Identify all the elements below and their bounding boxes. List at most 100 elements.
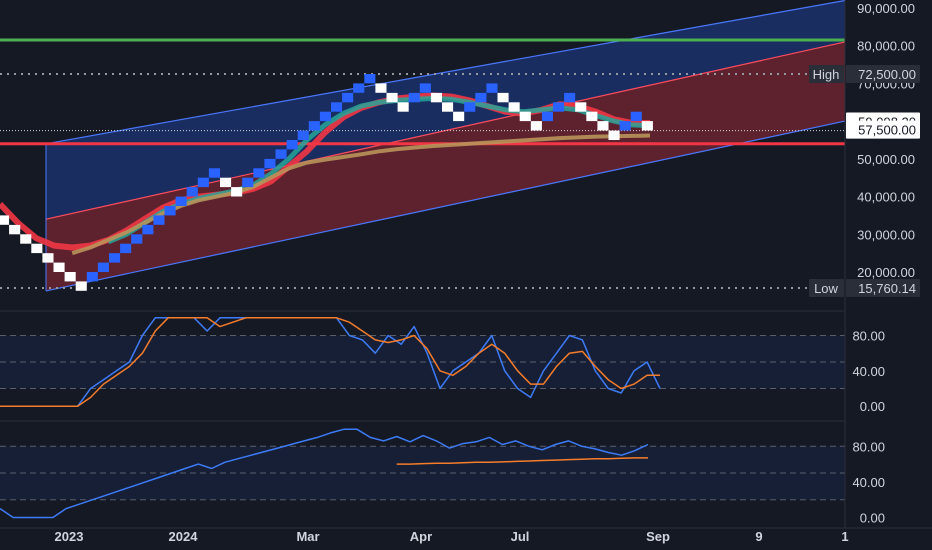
renko-brick-down <box>231 187 243 197</box>
stoch-rsi-line-orange <box>0 317 660 407</box>
renko-brick-up <box>630 111 642 122</box>
renko-brick-down <box>220 177 232 188</box>
time-tick-label: 9 <box>755 529 762 544</box>
renko-brick-up <box>464 102 476 112</box>
rsi-tick-label: 0.00 <box>860 511 885 526</box>
renko-brick-down <box>608 130 620 140</box>
renko-brick-down <box>519 111 531 122</box>
renko-brick-down <box>430 92 442 103</box>
renko-brick-up <box>564 92 576 103</box>
renko-brick-down <box>53 262 65 272</box>
price-axis-background <box>845 0 932 528</box>
stoch-rsi-tick-label: 0.00 <box>860 399 885 414</box>
price-tag-value: 72,500.00 <box>858 67 916 82</box>
price-tag-label-box <box>809 65 844 83</box>
renko-brick-up <box>319 111 331 122</box>
price-tag-box <box>846 120 920 139</box>
renko-brick-up <box>353 83 365 93</box>
renko-brick-up <box>475 92 487 103</box>
renko-brick-down <box>386 92 398 103</box>
time-tick-label: Mar <box>296 529 319 544</box>
renko-brick-down <box>530 121 542 131</box>
stoch-rsi-pane[interactable] <box>0 317 845 407</box>
rsi-axis[interactable]: 80.00 40.00 0.00 <box>852 439 885 525</box>
stoch-rsi-tick-label: 80.00 <box>852 328 885 343</box>
renko-brick-down <box>508 102 520 112</box>
renko-bricks <box>0 74 653 291</box>
renko-brick-down <box>42 253 54 263</box>
renko-brick-down <box>375 83 387 93</box>
renko-brick-up <box>553 102 565 112</box>
rsi-pane[interactable] <box>0 428 845 519</box>
price-tick-label: 40,000.00 <box>857 190 915 205</box>
channel-lower-fill <box>46 41 845 291</box>
channel-upper-line <box>45 0 846 145</box>
price-tags: 72,500.00High59,098.2057,500.0015,760.14… <box>809 65 920 297</box>
time-tick-label: 1 <box>841 529 848 544</box>
renko-brick-down <box>397 102 409 112</box>
renko-brick-down <box>442 102 454 112</box>
price-tick-label: 90,000.00 <box>857 1 915 16</box>
price-tick-label: 20,000.00 <box>857 265 915 280</box>
renko-brick-up <box>109 253 121 263</box>
renko-brick-up <box>186 187 198 197</box>
renko-brick-down <box>20 234 32 244</box>
renko-brick-up <box>419 83 431 93</box>
renko-brick-up <box>131 234 143 244</box>
renko-brick-up <box>142 224 154 235</box>
renko-brick-up <box>242 177 254 188</box>
renko-brick-up <box>308 121 320 131</box>
price-tag-label: High <box>813 67 840 82</box>
time-tick-label: 2024 <box>169 529 199 544</box>
renko-brick-up <box>297 130 309 140</box>
renko-brick-up <box>541 111 553 122</box>
stoch-axis[interactable]: 80.00 40.00 0.00 <box>852 328 885 414</box>
renko-brick-down <box>9 224 21 235</box>
time-axis[interactable]: 2023 2024 Mar Apr Jul Sep 9 1 <box>55 529 849 544</box>
price-tick-label: 80,000.00 <box>857 39 915 54</box>
rsi-tick-label: 80.00 <box>852 439 885 454</box>
renko-brick-up <box>619 121 631 131</box>
renko-brick-up <box>486 83 498 93</box>
channel-middle-line <box>45 41 846 220</box>
renko-brick-down <box>0 215 10 225</box>
time-tick-label: Jul <box>511 529 530 544</box>
time-tick-label: Apr <box>410 529 432 544</box>
renko-brick-up <box>342 92 354 103</box>
renko-brick-down <box>641 121 653 131</box>
renko-brick-up <box>175 196 187 206</box>
time-tick-label: Sep <box>646 529 670 544</box>
renko-brick-up <box>120 243 132 254</box>
renko-brick-down <box>31 243 43 254</box>
renko-brick-up <box>264 158 276 169</box>
renko-brick-up <box>364 74 376 84</box>
stoch-rsi-tick-label: 40.00 <box>852 364 885 379</box>
price-tag-box <box>846 278 920 297</box>
renko-brick-up <box>253 168 265 178</box>
renko-brick-down <box>497 92 509 103</box>
price-tick-label: 30,000.00 <box>857 227 915 242</box>
time-axis-background <box>0 528 932 550</box>
renko-brick-up <box>164 206 176 216</box>
rsi-tick-label: 40.00 <box>852 475 885 490</box>
renko-brick-up <box>86 272 98 282</box>
price-tag-value: 15,760.14 <box>858 281 916 296</box>
time-tick-label: 2023 <box>55 529 84 544</box>
renko-brick-up <box>286 140 298 150</box>
price-pane[interactable] <box>0 0 846 292</box>
renko-brick-up <box>197 177 209 188</box>
renko-brick-up <box>331 102 343 112</box>
horizontal-lines <box>0 38 845 289</box>
renko-brick-up <box>408 92 420 103</box>
renko-brick-down <box>453 111 465 122</box>
renko-brick-up <box>275 149 287 159</box>
price-tag-label: Low <box>814 281 838 296</box>
price-tag-box <box>846 65 920 83</box>
price-tag-label-box <box>809 278 844 297</box>
price-tick-label: 50,000.00 <box>857 152 915 167</box>
renko-brick-down <box>75 281 87 291</box>
channel-lower-line <box>45 120 846 292</box>
rsi-line-orange <box>396 457 648 465</box>
